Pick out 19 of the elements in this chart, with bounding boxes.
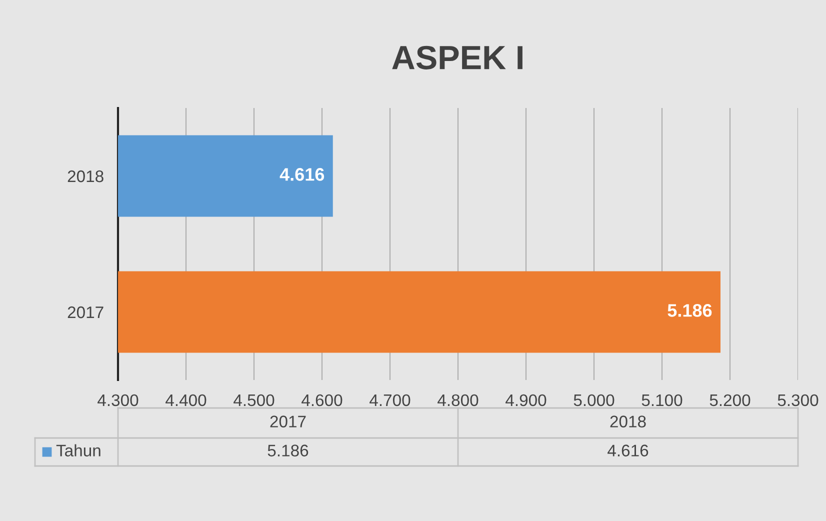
chart-title: ASPEK I [392,46,522,70]
legend-label: Tahun [56,444,100,456]
x-tick-label: 4.300 [98,394,138,406]
x-tick-label: 5.000 [574,394,614,406]
x-tick-label: 4.600 [302,394,342,406]
x-tick-label: 5.300 [778,394,818,406]
x-tick-label: 4.900 [506,394,546,406]
text: 4.616 [608,444,648,456]
x-tick-label: 4.500 [234,394,274,406]
x-tick-label: 4.800 [438,394,478,406]
category-label: 2017 [270,416,306,428]
category-label: 2018 [610,416,646,428]
x-tick-label: 5.200 [710,394,750,406]
data-label: 4.616 [280,168,324,181]
x-tick-label: 4.700 [370,394,410,406]
x-tick-label: 5.100 [642,394,682,406]
x-tick-label: 4.400 [166,394,206,406]
text: 5.186 [268,444,308,456]
data-label: 5.186 [668,304,712,317]
